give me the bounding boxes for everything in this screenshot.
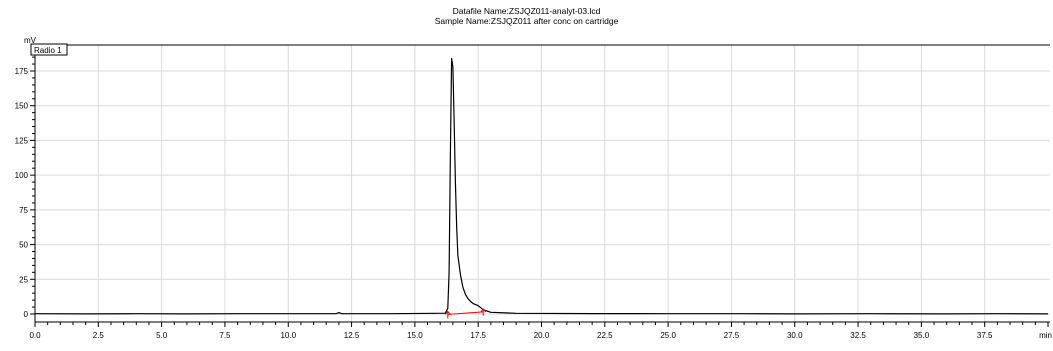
x-axis-label: min [1039,331,1052,340]
legend: Radio 1 [30,43,68,56]
y-tick-label: 175 [15,67,29,76]
integration-baseline [447,311,484,315]
sample-name: Sample Name:ZSJQZ011 after conc on cartr… [434,16,619,26]
x-tick-label: 0.0 [29,331,41,340]
peak-start-marker [444,310,451,319]
axes [34,44,1050,323]
y-axis-label: mV [24,36,37,45]
x-tick-label: 7.5 [219,331,231,340]
legend-box [30,43,68,56]
x-tick-label: 17.5 [470,331,486,340]
x-tick-label: 22.5 [597,331,613,340]
chromatogram-trace [34,57,1049,315]
series [34,57,1049,319]
y-tick-label: 125 [15,136,29,145]
ticks: 0.0 2.5 5.0 7.5 10.0 12.5 15.0 17.5 20.0 22.5 25.0… [15,36,1052,340]
x-tick-label: 15.0 [407,331,423,340]
chart-header: Datafile Name:ZSJQZ011-analyt-03.lcd Sam… [0,6,1053,26]
datafile-name: Datafile Name:ZSJQZ011-analyt-03.lcd [452,6,601,16]
x-tick-label: 27.5 [724,331,740,340]
peak-end-marker [480,308,487,316]
x-tick-label: 12.5 [344,331,360,340]
x-tick-label: 5.0 [156,331,168,340]
y-tick-label: 50 [19,241,28,250]
y-tick-label: 150 [15,102,29,111]
y-tick-label: 100 [15,171,29,180]
x-tick-label: 25.0 [660,331,676,340]
x-tick-label: 32.5 [850,331,866,340]
y-tick-label: 0 [24,310,29,319]
legend-label: Radio 1 [34,46,62,55]
grid [35,45,1050,322]
y-tick-label: 25 [19,275,28,284]
x-tick-label: 37.5 [977,331,993,340]
x-tick-label: 30.0 [787,331,803,340]
x-tick-label: 35.0 [914,331,930,340]
x-tick-label: 10.0 [280,331,296,340]
x-tick-label: 2.5 [93,331,105,340]
y-tick-label: 75 [19,206,28,215]
x-tick-label: 20.0 [534,331,550,340]
